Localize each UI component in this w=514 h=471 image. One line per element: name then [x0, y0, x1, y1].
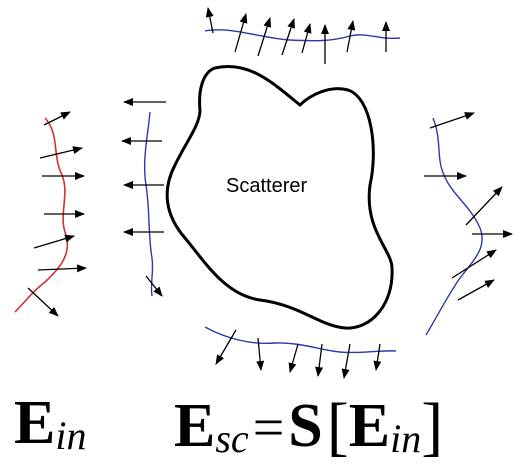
- equals-sign: =: [252, 397, 285, 459]
- incident-field-arrows: [27, 111, 87, 317]
- scattered-field-arrows-left: [121, 98, 166, 297]
- scattered-wavefront-right: [425, 117, 483, 336]
- scattered-field-equation: Esc = S [Ein]: [174, 392, 443, 461]
- scatterer-label: Scatterer: [226, 175, 307, 197]
- scatterer-outline: [165, 65, 394, 330]
- incident-wavefront: [14, 117, 69, 313]
- scattered-wavefront-left: [143, 111, 154, 297]
- scattering-operator: S: [288, 392, 323, 460]
- scattered-field-symbol: E: [174, 392, 216, 460]
- incident-field-subscript: in: [55, 413, 87, 458]
- scattered-wavefront-bottom: [204, 326, 397, 354]
- scattered-wavefront-top: [204, 29, 401, 42]
- argument-symbol: E: [348, 392, 391, 460]
- incident-field-symbol: E: [14, 389, 56, 457]
- scattered-field-subscript: sc: [215, 416, 249, 461]
- close-bracket: ]: [421, 390, 444, 463]
- open-bracket: [: [326, 390, 349, 463]
- scattered-field-arrows-bottom: [215, 329, 382, 379]
- incident-field-equation: Ein: [14, 389, 86, 457]
- scattered-field-arrows-top: [205, 7, 390, 64]
- scattered-field-arrows-right: [424, 112, 513, 301]
- argument-subscript: in: [390, 416, 422, 461]
